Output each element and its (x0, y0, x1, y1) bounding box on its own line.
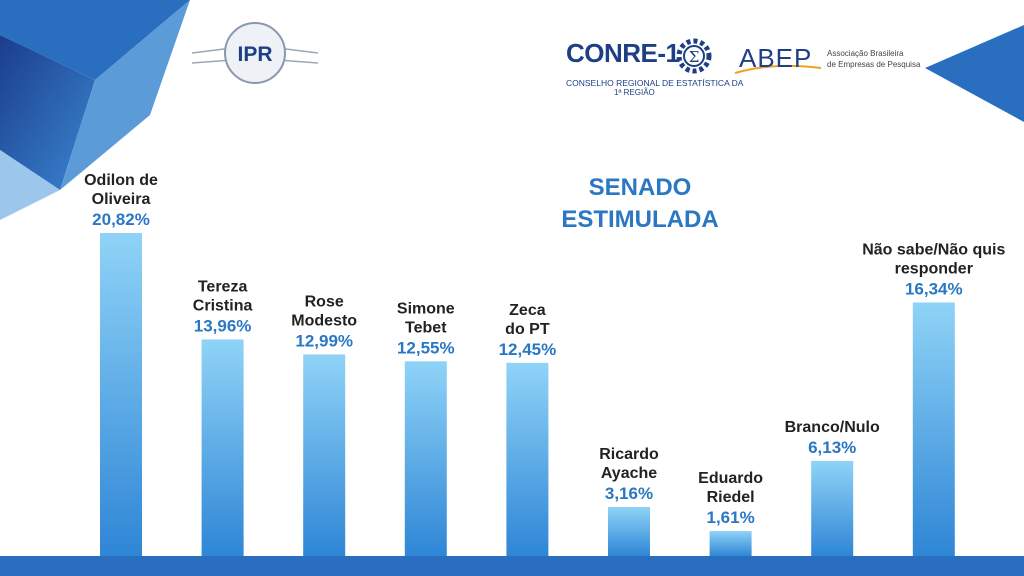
bar-4 (506, 362, 549, 556)
corner-shape-left (0, 35, 95, 190)
bar-0 (100, 233, 142, 556)
category-label-2-line-0: Rose (305, 293, 344, 310)
value-label-2: 12,99% (295, 331, 353, 350)
bar-3 (404, 361, 447, 556)
category-label-7-line-0: Branco/Nulo (785, 419, 880, 436)
chart-title-line-1: SENADO (588, 174, 692, 201)
category-label-4-line-0: Zeca (509, 302, 546, 319)
category-label-3-line-1: Tebet (405, 319, 447, 336)
category-label-3-line-0: Simone (397, 300, 455, 317)
value-label-1: 13,96% (194, 316, 252, 335)
category-label-6-line-1: Riedel (707, 489, 755, 506)
corner-shape-top-right (925, 25, 1024, 122)
bar-7 (811, 460, 854, 556)
abep-subtitle-1: Associação Brasileira (827, 49, 904, 58)
conre-name: CONRE-1 (566, 38, 680, 68)
category-label-0-line-0: Odilon de (84, 172, 158, 189)
bar-5 (608, 506, 650, 556)
category-label-2-line-1: Modesto (291, 312, 357, 329)
category-label-5-line-0: Ricardo (599, 446, 659, 463)
category-label-8-line-1: responder (895, 261, 973, 278)
value-label-4: 12,45% (499, 340, 557, 359)
value-label-5: 3,16% (605, 484, 653, 503)
category-label-6-line-0: Eduardo (698, 470, 763, 487)
floor-band (0, 556, 1024, 576)
chart-title-line-2: ESTIMULADA (561, 206, 719, 233)
svg-text:Σ: Σ (689, 48, 700, 66)
ipr-logo: IPR (191, 18, 319, 88)
abep-name: ABEP (739, 43, 813, 73)
value-label-0: 20,82% (92, 210, 150, 229)
bar-6 (709, 531, 752, 556)
value-label-6: 1,61% (706, 508, 754, 527)
category-label-1-line-0: Tereza (198, 278, 248, 295)
ipr-logo-text: IPR (237, 43, 272, 66)
bar-8 (912, 302, 955, 556)
abep-logo: ABEP Associação Brasileira de Empresas d… (733, 40, 923, 80)
category-label-1-line-1: Cristina (193, 297, 253, 314)
conre-subtitle-1: CONSELHO REGIONAL DE ESTATÍSTICA DA (566, 78, 744, 88)
corner-shape-top-left (0, 0, 190, 80)
sigma-gear-icon: Σ (674, 36, 714, 81)
abep-subtitle-2: de Empresas de Pesquisa (827, 60, 921, 69)
conre-subtitle-2: 1ª REGIÃO (614, 88, 655, 97)
conre-logo: CONRE-1 Σ CONSELHO REGIONAL DE ESTATÍSTI… (566, 36, 743, 98)
category-label-4-line-1: do PT (505, 321, 550, 338)
value-label-7: 6,13% (808, 438, 856, 457)
category-label-0-line-1: Oliveira (92, 191, 151, 208)
corner-shape-low (0, 150, 60, 220)
category-label-8-line-0: Não sabe/Não quis (862, 242, 1005, 259)
bar-1 (201, 339, 244, 556)
corner-shape-mid (60, 0, 190, 190)
value-label-8: 16,34% (905, 280, 963, 299)
value-label-3: 12,55% (397, 338, 455, 357)
bar-2 (303, 354, 346, 556)
category-label-5-line-1: Ayache (601, 465, 657, 482)
